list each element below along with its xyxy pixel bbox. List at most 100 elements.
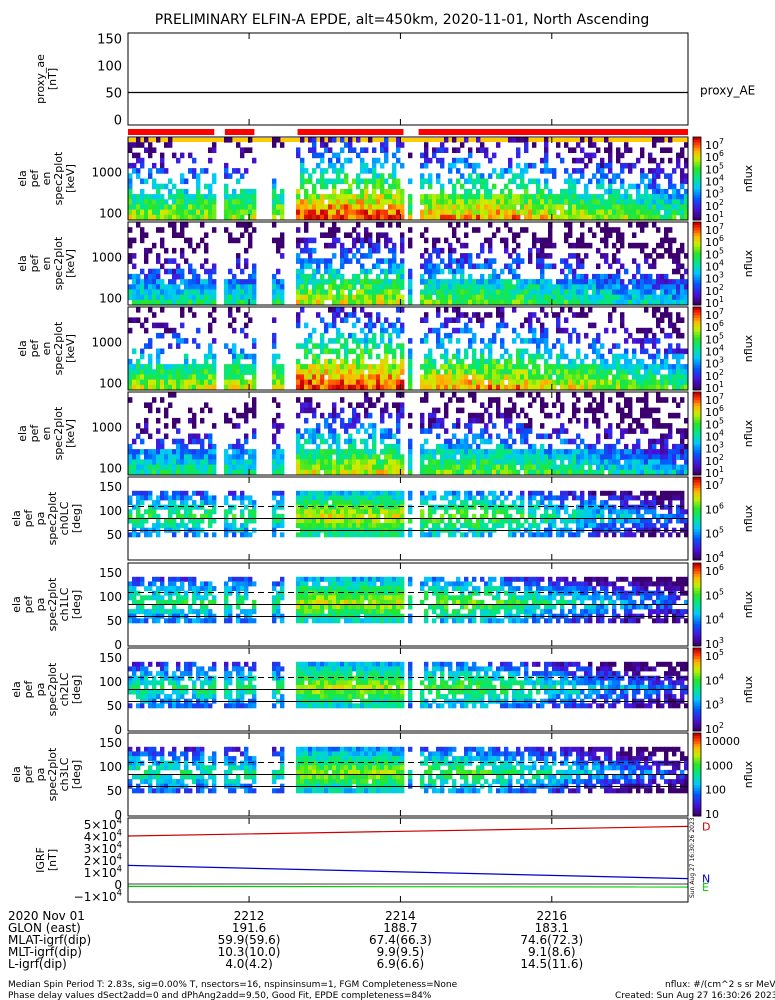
- heatmap-cell: [400, 369, 405, 375]
- heatmap-cell: [664, 464, 669, 471]
- heatmap-cell: [368, 348, 373, 355]
- heatmap-cell: [424, 209, 429, 216]
- heatmap-cell: [488, 417, 493, 424]
- heatmap-cell: [340, 317, 345, 323]
- heatmap-cell: [340, 194, 345, 200]
- heatmap-cell: [384, 433, 389, 440]
- heatmap-cell: [232, 379, 237, 386]
- heatmap-cell: [208, 279, 213, 285]
- heatmap-cell: [136, 379, 141, 386]
- heatmap-cell: [188, 263, 193, 270]
- heatmap-cell: [172, 289, 177, 295]
- heatmap-cell: [144, 279, 149, 285]
- heatmap-cell: [512, 464, 517, 471]
- heatmap-cell: [304, 407, 309, 414]
- heatmap-cell: [424, 312, 429, 318]
- heatmap-cell: [224, 168, 229, 174]
- heatmap-cell: [492, 358, 497, 365]
- heatmap-cell: [456, 279, 461, 285]
- heatmap-cell: [496, 194, 501, 200]
- heatmap-cell: [156, 188, 161, 195]
- heatmap-cell: [388, 247, 393, 254]
- heatmap-cell: [520, 407, 525, 414]
- heatmap-cell: [320, 222, 325, 228]
- heatmap-cell: [480, 417, 485, 424]
- heatmap-cell: [520, 449, 525, 455]
- heatmap-cell: [532, 364, 537, 370]
- heatmap-cell: [584, 443, 589, 450]
- heatmap-cell: [320, 454, 325, 460]
- heatmap-cell: [148, 173, 153, 179]
- colorbar-swatch: [693, 458, 701, 462]
- heatmap-cell: [684, 454, 689, 460]
- heatmap-cell: [560, 464, 565, 471]
- heatmap-cell: [552, 428, 557, 434]
- heatmap-cell: [484, 178, 489, 185]
- heatmap-cell: [212, 204, 217, 210]
- heatmap-cell: [632, 232, 637, 238]
- heatmap-cell: [240, 294, 245, 301]
- heatmap-cell: [468, 152, 473, 159]
- colorbar-tick-label: 101: [705, 465, 724, 480]
- heatmap-cell: [180, 379, 185, 386]
- heatmap-cell: [380, 417, 385, 424]
- heatmap-cell: [364, 162, 369, 169]
- heatmap-cell: [580, 273, 585, 280]
- heatmap-cell: [584, 194, 589, 200]
- heatmap-cell: [196, 289, 201, 295]
- heatmap-cell: [580, 209, 585, 216]
- heatmap-cell: [612, 358, 617, 365]
- heatmap-cell: [556, 312, 561, 318]
- heatmap-cell: [372, 294, 377, 301]
- heatmap-cell: [656, 273, 661, 280]
- heatmap-cell: [300, 294, 305, 301]
- heatmap-cell: [576, 449, 581, 455]
- heatmap-cell: [472, 183, 477, 190]
- heatmap-cell: [312, 258, 317, 264]
- heatmap-cell: [128, 242, 133, 249]
- heatmap-cell: [316, 428, 321, 434]
- heatmap-cell: [644, 384, 649, 391]
- heatmap-cell: [532, 443, 537, 450]
- heatmap-cell: [668, 178, 673, 185]
- heatmap-cell: [604, 162, 609, 169]
- status-bar-red: [418, 129, 688, 135]
- heatmap-cell: [512, 449, 517, 455]
- colorbar-frame: [692, 221, 702, 306]
- heatmap-cell: [456, 299, 461, 306]
- heatmap-cell: [560, 469, 565, 476]
- heatmap-cell: [372, 469, 377, 476]
- heatmap-cell: [608, 454, 613, 460]
- heatmap-cell: [484, 438, 489, 445]
- colorbar-swatch: [693, 436, 701, 440]
- colorbar-swatch: [693, 148, 701, 152]
- heatmap-cell: [196, 449, 201, 455]
- heatmap-cell: [132, 518, 137, 524]
- heatmap-cell: [368, 209, 373, 216]
- heatmap-cell: [476, 173, 481, 179]
- heatmap-cell: [364, 449, 369, 455]
- heatmap-cell: [180, 294, 185, 301]
- colorbar-swatch: [693, 197, 701, 202]
- heatmap-cell: [668, 294, 673, 301]
- heatmap-cell: [492, 423, 497, 429]
- heatmap-cell: [228, 232, 233, 238]
- heatmap-cell: [328, 412, 333, 419]
- heatmap-cell: [456, 379, 461, 386]
- heatmap-cell: [192, 284, 197, 290]
- heatmap-cell: [456, 364, 461, 370]
- heatmap-cell: [212, 214, 217, 221]
- heatmap-cell: [648, 364, 653, 370]
- heatmap-cell: [560, 284, 565, 290]
- heatmap-cell: [360, 253, 365, 259]
- heatmap-cell: [164, 369, 169, 375]
- heatmap-cell: [512, 194, 517, 200]
- heatmap-cell: [536, 294, 541, 301]
- heatmap-cell: [496, 289, 501, 295]
- heatmap-cell: [320, 137, 325, 143]
- heatmap-cell: [628, 369, 633, 375]
- heatmap-cell: [252, 157, 257, 164]
- heatmap-cell: [128, 469, 133, 476]
- heatmap-cell: [204, 379, 209, 386]
- colorbar-swatch: [693, 392, 701, 396]
